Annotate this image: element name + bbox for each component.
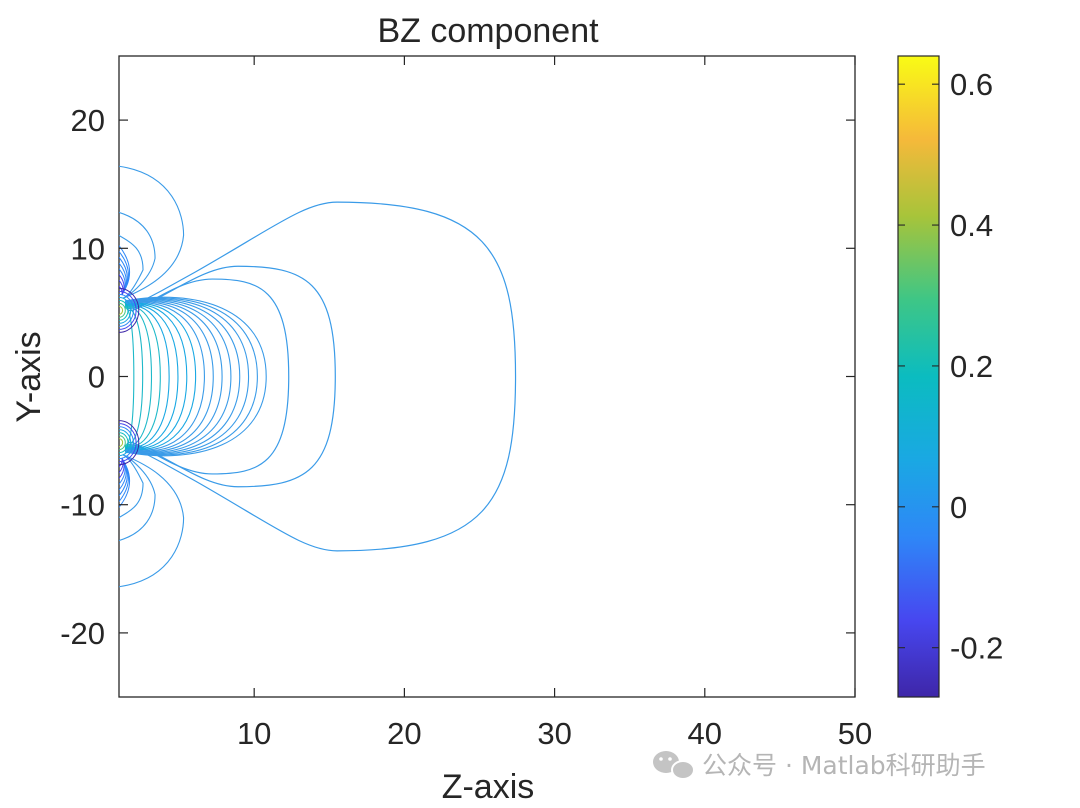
contour-dipole-ring — [119, 423, 137, 463]
contour-inner-loop — [124, 299, 232, 454]
contour-inner-loop — [124, 302, 197, 451]
contour-inner-loop — [124, 300, 223, 453]
y-tick-label: 0 — [88, 360, 105, 395]
contour-dipole-ring — [119, 302, 126, 318]
contour-dipole-ring — [119, 426, 134, 460]
plot-area — [118, 55, 856, 698]
colorbar-tick-label: -0.2 — [950, 631, 1003, 666]
contour-outer-lobe — [119, 211, 156, 299]
contour-inner-loop — [124, 306, 144, 447]
contour-inner-loop — [124, 303, 188, 450]
y-tick-label: -20 — [60, 616, 105, 651]
y-tick-label: 20 — [71, 103, 105, 138]
contour-inner-loop — [124, 301, 214, 452]
contour-inner-loop — [124, 298, 250, 455]
contour-inner-loop — [124, 297, 258, 456]
contour-inner-loop — [124, 299, 241, 454]
contour-dipole-ring — [119, 293, 134, 327]
contour-outer-lobe — [119, 454, 156, 542]
contour-dipole-ring — [119, 438, 124, 448]
contour-inner-loop — [124, 307, 135, 446]
contour-outer-loop — [126, 265, 336, 488]
colorbar-tick-label: 0.6 — [950, 67, 993, 102]
x-axis-label: Z-axis — [442, 768, 535, 806]
colorbar-tick-label: 0.4 — [950, 208, 993, 243]
x-tick-label: 50 — [838, 716, 872, 751]
watermark-text: 公众号 · Matlab科研助手 — [702, 751, 986, 780]
contour-inner-loop — [124, 305, 161, 448]
contour-dipole-ring — [119, 299, 129, 321]
x-tick-label: 30 — [537, 716, 571, 751]
contour-outer-lobe — [119, 165, 185, 299]
contour-inner-loop — [124, 304, 179, 449]
contour-inner-loop — [124, 304, 170, 449]
contour-dipole-ring — [119, 305, 124, 315]
contour-small-lobe — [119, 458, 123, 468]
contour-dipole-ring — [119, 290, 137, 330]
colorbar — [897, 55, 940, 698]
x-tick-label: 40 — [688, 716, 722, 751]
contour-inner-loop — [124, 296, 267, 457]
chart-title: BZ component — [377, 12, 599, 50]
wechat-icon — [653, 751, 695, 780]
contour-dipole-ring — [119, 435, 126, 451]
colorbar-tick-label: 0 — [950, 490, 967, 525]
colorbar-tick-label: 0.2 — [950, 349, 993, 384]
y-tick-label: 10 — [71, 231, 105, 266]
contour-outer-lobe — [119, 454, 185, 588]
contour-inner-loop — [124, 302, 205, 451]
contour-dipole-ring — [119, 432, 129, 454]
contour-outer-loop — [126, 278, 290, 475]
x-tick-label: 10 — [237, 716, 271, 751]
y-axis-ticks: 20 10 0 -10 -20 — [60, 103, 855, 651]
contour-small-lobe — [119, 285, 123, 295]
contour-dipole-ring — [119, 429, 132, 457]
y-axis-label: Y-axis — [10, 331, 48, 422]
colorbar-ticks: 0.6 0.4 0.2 0 -0.2 — [898, 67, 1003, 666]
contour-lines — [119, 165, 517, 588]
contour-dipole-ring — [119, 296, 132, 324]
x-axis-ticks: 10 20 30 40 50 — [237, 56, 872, 751]
contour-dipole-ring — [119, 287, 140, 333]
watermark: 公众号 · Matlab科研助手 — [653, 751, 986, 780]
y-tick-label: -10 — [60, 488, 105, 523]
contour-outer-loop — [126, 201, 517, 552]
x-tick-label: 20 — [387, 716, 421, 751]
contour-dipole-ring — [119, 420, 140, 466]
